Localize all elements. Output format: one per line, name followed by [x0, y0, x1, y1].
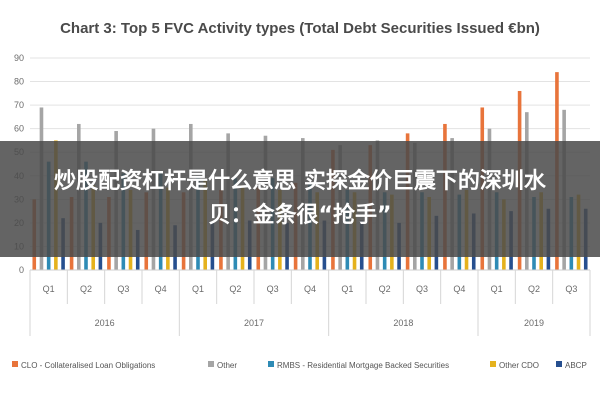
legend-swatch — [12, 361, 18, 367]
x-tick-label: Q2 — [528, 284, 540, 294]
x-tick-label: Q4 — [453, 284, 465, 294]
y-tick-label: 90 — [14, 53, 24, 63]
x-tick-label: Q4 — [304, 284, 316, 294]
x-tick-label: Q3 — [416, 284, 428, 294]
legend-label: Other — [217, 361, 237, 370]
chart-title: Chart 3: Top 5 FVC Activity types (Total… — [60, 20, 540, 37]
year-label: 2018 — [393, 318, 413, 328]
x-tick-label: Q3 — [117, 284, 129, 294]
legend-label: Other CDO — [499, 361, 539, 370]
year-label: 2016 — [95, 318, 115, 328]
x-tick-label: Q2 — [379, 284, 391, 294]
year-label: 2019 — [524, 318, 544, 328]
year-label: 2017 — [244, 318, 264, 328]
legend-label: RMBS - Residential Mortgage Backed Secur… — [277, 361, 449, 370]
headline-banner[interactable]: 炒股配资杠杆是什么意思 实探金价巨震下的深圳水 贝：金条很“抢手” — [0, 141, 600, 257]
legend-swatch — [268, 361, 274, 367]
x-tick-label: Q1 — [491, 284, 503, 294]
y-tick-label: 60 — [14, 124, 24, 134]
legend-swatch — [556, 361, 562, 367]
legend-swatch — [208, 361, 214, 367]
legend-label: ABCP — [565, 361, 587, 370]
headline-line-2: 贝：金条很“抢手” — [208, 203, 392, 228]
x-tick-label: Q3 — [267, 284, 279, 294]
y-tick-label: 80 — [14, 77, 24, 87]
x-tick-label: Q3 — [565, 284, 577, 294]
legend-label: CLO - Collateralised Loan Obligations — [21, 361, 155, 370]
x-tick-label: Q1 — [43, 284, 55, 294]
x-tick-label: Q2 — [80, 284, 92, 294]
headline-line-1: 炒股配资杠杆是什么意思 实探金价巨震下的深圳水 — [54, 169, 546, 194]
x-tick-label: Q4 — [155, 284, 167, 294]
y-tick-label: 0 — [19, 265, 24, 275]
x-tick-label: Q1 — [192, 284, 204, 294]
y-tick-label: 70 — [14, 100, 24, 110]
legend: CLO - Collateralised Loan Obligations Oth… — [12, 361, 587, 370]
x-tick-label: Q1 — [341, 284, 353, 294]
x-tick-label: Q2 — [229, 284, 241, 294]
legend-swatch — [490, 361, 496, 367]
